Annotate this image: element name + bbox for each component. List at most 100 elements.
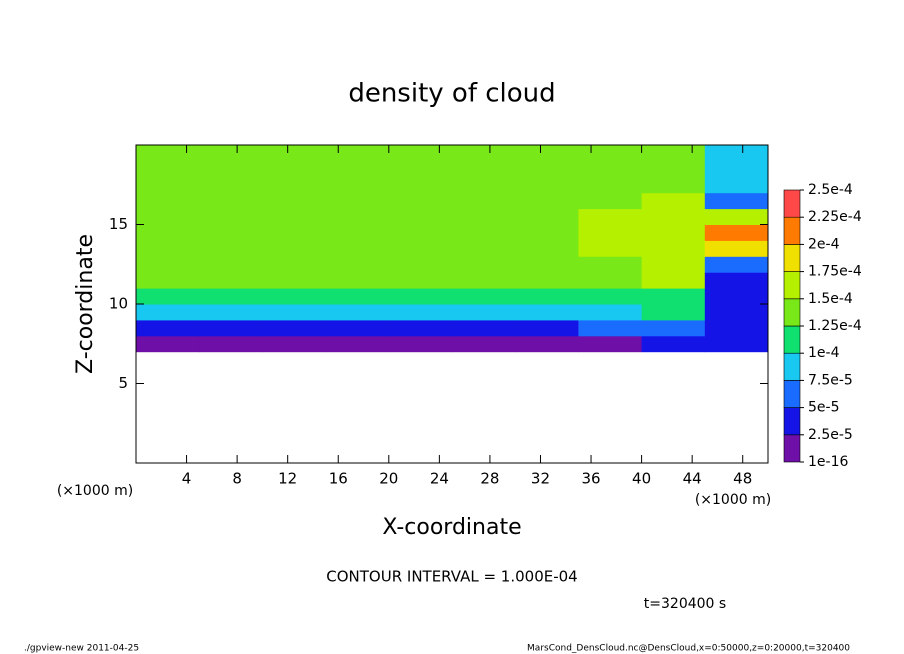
cell <box>388 272 453 289</box>
cell <box>136 192 200 210</box>
cell <box>388 240 453 257</box>
cell <box>452 288 516 305</box>
cell <box>388 256 453 273</box>
cell <box>262 192 327 210</box>
x-tick-label: 48 <box>733 470 752 488</box>
cell <box>325 145 390 162</box>
cell <box>199 160 263 178</box>
cell <box>704 240 769 257</box>
cell <box>262 160 327 178</box>
cell <box>578 319 643 337</box>
cell <box>199 145 263 162</box>
cell <box>578 304 643 321</box>
cell <box>325 288 390 305</box>
cell <box>388 208 453 225</box>
cell <box>515 288 579 305</box>
colorbar-label: 2e-4 <box>808 236 840 252</box>
cell <box>641 160 706 178</box>
axes: 4 8 12 16 20 24 28 32 36 40 44 48510151e-162.5e-55e… <box>109 144 862 488</box>
cell <box>704 319 769 337</box>
cell <box>136 208 200 225</box>
cell <box>641 256 706 273</box>
colorbar-label: 1.25e-4 <box>808 318 862 334</box>
cell <box>262 335 327 353</box>
footer-left: ./gpview-new 2011-04-25 <box>24 644 139 654</box>
colorbar-band <box>783 189 801 218</box>
cell <box>641 335 706 353</box>
cell <box>136 335 200 353</box>
colorbar-label: 2.5e-4 <box>808 182 853 198</box>
cell <box>578 145 643 162</box>
cell <box>515 145 579 162</box>
cell <box>199 272 263 289</box>
cell <box>578 160 643 178</box>
cell <box>578 272 643 289</box>
cell <box>704 145 769 162</box>
x-tick-label: 4 <box>182 470 192 488</box>
cell <box>325 224 390 241</box>
colorbar-band <box>783 325 801 354</box>
cell <box>388 335 453 353</box>
cell <box>641 176 706 194</box>
colorbar-label: 2.25e-4 <box>808 209 862 225</box>
cell <box>325 192 390 210</box>
cell <box>578 208 643 225</box>
x-tick-label: 12 <box>278 470 297 488</box>
cell <box>452 319 516 337</box>
cell <box>641 288 706 305</box>
annotation: CONTOUR INTERVAL = 1.000E-04 <box>326 568 577 586</box>
colorbar-label: 5e-5 <box>808 400 839 416</box>
cell <box>325 319 390 337</box>
cell <box>325 176 390 194</box>
cell <box>515 319 579 337</box>
cell <box>199 288 263 305</box>
cell <box>199 176 263 194</box>
cell <box>325 272 390 289</box>
cell <box>325 335 390 353</box>
cell <box>515 160 579 178</box>
cell <box>641 319 706 337</box>
cell <box>704 192 769 210</box>
cell <box>199 192 263 210</box>
cell <box>641 224 706 241</box>
cell <box>136 176 200 194</box>
cell <box>452 176 516 194</box>
cell <box>325 208 390 225</box>
colorbar-label: 1e-4 <box>808 345 840 361</box>
cell <box>262 224 327 241</box>
cell <box>452 208 516 225</box>
colorbar-band <box>783 434 801 463</box>
cell <box>136 288 200 305</box>
colorbar-band <box>783 244 801 272</box>
cell <box>578 192 643 210</box>
cell <box>578 176 643 194</box>
cell <box>452 224 516 241</box>
cell <box>515 304 579 321</box>
cell <box>136 256 200 273</box>
x-axis-label: X-coordinate <box>382 515 521 540</box>
cell <box>388 176 453 194</box>
cell <box>515 240 579 257</box>
cell <box>641 240 706 257</box>
x-tick-label: 32 <box>531 470 550 488</box>
cell <box>136 145 200 162</box>
cell <box>452 192 516 210</box>
cell <box>578 288 643 305</box>
y-unit: (×1000 m) <box>57 483 133 499</box>
cell <box>641 208 706 225</box>
cell <box>578 335 643 353</box>
cell <box>325 240 390 257</box>
cell <box>136 240 200 257</box>
cell <box>325 256 390 273</box>
cell <box>388 288 453 305</box>
x-tick-label: 16 <box>329 470 348 488</box>
cell <box>704 208 769 225</box>
cell <box>262 256 327 273</box>
colorbar-label: 2.5e-5 <box>808 427 853 443</box>
cell <box>262 176 327 194</box>
cell <box>578 224 643 241</box>
cell <box>641 304 706 321</box>
cell <box>704 224 769 241</box>
cell <box>578 240 643 257</box>
cell <box>262 272 327 289</box>
